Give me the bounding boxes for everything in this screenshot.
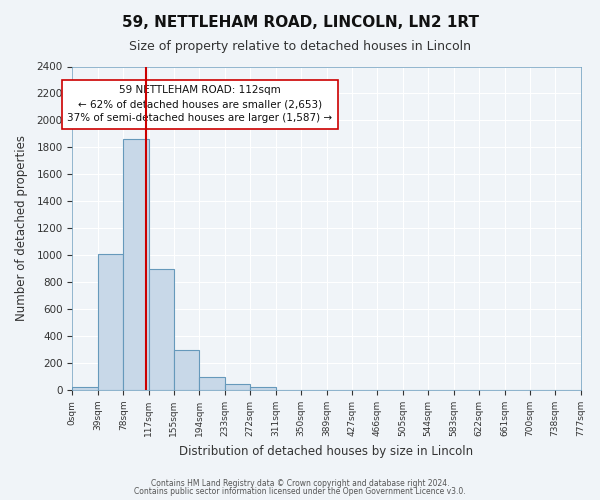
Text: 59, NETTLEHAM ROAD, LINCOLN, LN2 1RT: 59, NETTLEHAM ROAD, LINCOLN, LN2 1RT: [121, 15, 479, 30]
Text: Contains HM Land Registry data © Crown copyright and database right 2024.: Contains HM Land Registry data © Crown c…: [151, 478, 449, 488]
Bar: [149, 268, 173, 390]
Bar: [250, 386, 276, 390]
Bar: [199, 376, 224, 390]
Bar: [224, 384, 250, 390]
Text: Contains public sector information licensed under the Open Government Licence v3: Contains public sector information licen…: [134, 487, 466, 496]
Bar: [173, 350, 199, 390]
Bar: [124, 140, 149, 390]
Text: Size of property relative to detached houses in Lincoln: Size of property relative to detached ho…: [129, 40, 471, 53]
Text: 59 NETTLEHAM ROAD: 112sqm
← 62% of detached houses are smaller (2,653)
37% of se: 59 NETTLEHAM ROAD: 112sqm ← 62% of detac…: [67, 86, 332, 124]
Y-axis label: Number of detached properties: Number of detached properties: [15, 136, 28, 322]
Bar: [73, 386, 98, 390]
X-axis label: Distribution of detached houses by size in Lincoln: Distribution of detached houses by size …: [179, 444, 473, 458]
Bar: [98, 254, 124, 390]
